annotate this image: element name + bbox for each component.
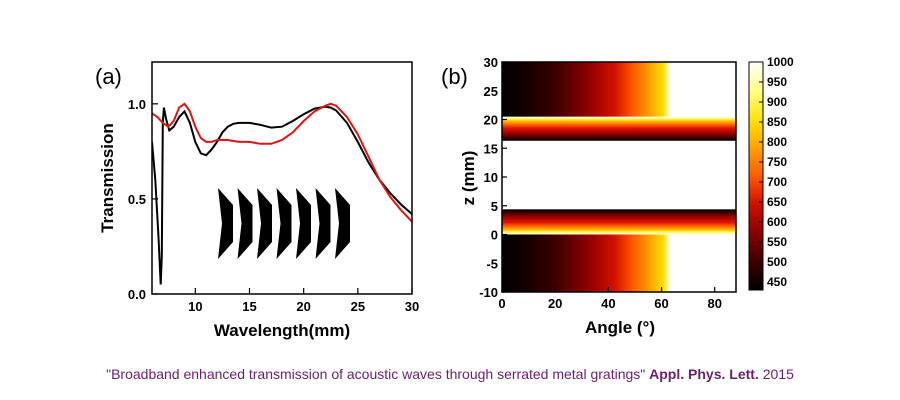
x-axis-a: 10 15 20 25 30 <box>188 288 419 314</box>
y-tick-label: 0.5 <box>128 192 146 207</box>
x-tick-label: 30 <box>405 299 419 314</box>
y-axis-a: 0.0 0.5 1.0 <box>128 97 158 302</box>
grating-tooth <box>237 188 253 259</box>
colorbar-tick-label: 950 <box>767 75 787 89</box>
y-tick-label: 0 <box>491 228 498 243</box>
publication-year: 2015 <box>762 366 794 382</box>
y-tick-label: -5 <box>486 256 498 271</box>
colorbar-ticks: 450 500 550 600 650 700 750 800 850 900 950 1000 <box>759 55 794 289</box>
x-tick-label: 10 <box>188 299 202 314</box>
y-tick-label: 1.0 <box>128 97 146 112</box>
colorbar-tick-label: 900 <box>767 95 787 109</box>
x-tick-label: 25 <box>351 299 365 314</box>
grating-tooth <box>335 188 350 259</box>
grating-inset <box>218 188 350 259</box>
paper-title: "Broadband enhanced transmission of acou… <box>106 366 646 382</box>
plot-frame-a <box>151 61 413 295</box>
x-tick-label: 20 <box>296 299 310 314</box>
colorbar-tick-label: 700 <box>767 175 787 189</box>
y-tick-label: 10 <box>484 170 498 185</box>
heatmap <box>502 62 736 292</box>
y-tick-label: -10 <box>479 285 498 300</box>
colorbar-tick-label: 750 <box>767 155 787 169</box>
x-axis-label-a: Wavelength(mm) <box>214 321 350 340</box>
grating-tooth <box>276 188 292 259</box>
x-tick-label: 15 <box>242 299 256 314</box>
grating-tooth <box>315 188 331 259</box>
heatmap-region <box>502 140 736 210</box>
heatmap-region <box>502 62 736 117</box>
series-red-line <box>152 102 412 223</box>
x-axis-b: 0 20 40 60 80 <box>498 287 722 311</box>
colorbar <box>748 61 764 291</box>
x-tick-label: 80 <box>707 296 721 311</box>
colorbar-tick-label: 800 <box>767 135 787 149</box>
y-tick-label: 5 <box>491 199 498 214</box>
y-axis-label-a: Transmission <box>98 123 117 233</box>
colorbar-tick-label: 650 <box>767 195 787 209</box>
y-tick-label: 30 <box>484 55 498 70</box>
citation-caption: "Broadband enhanced transmission of acou… <box>0 366 900 382</box>
heatmap-region <box>502 116 736 141</box>
heatmap-region <box>502 209 736 235</box>
colorbar-tick-label: 500 <box>767 255 787 269</box>
colorbar-tick-label: 450 <box>767 275 787 289</box>
colorbar-tick-label: 600 <box>767 215 787 229</box>
colorbar-tick-label: 850 <box>767 115 787 129</box>
panel-a-label: (a) <box>95 64 122 89</box>
y-tick-label: 15 <box>484 141 498 156</box>
grating-tooth <box>257 188 272 259</box>
grating-tooth <box>218 188 233 259</box>
series-black-line <box>152 105 412 285</box>
y-tick-label: 0.0 <box>128 287 146 302</box>
x-axis-label-b: Angle (°) <box>585 318 655 337</box>
y-tick-label: 25 <box>484 84 498 99</box>
panel-a: (a) 10 15 20 25 30 0.00.51.0 Wavelength(mm) … <box>95 61 419 340</box>
x-tick-label: 40 <box>601 296 615 311</box>
y-axis-b: -10 -5 0 5 10 15 20 25 30 <box>479 55 507 300</box>
heatmap-region <box>502 234 736 292</box>
x-tick-label: 0 <box>498 296 505 311</box>
colorbar-tick-label: 1000 <box>767 55 794 69</box>
y-tick-label: 20 <box>484 113 498 128</box>
grating-tooth <box>296 188 311 259</box>
colorbar-tick-label: 550 <box>767 235 787 249</box>
journal-name: Appl. Phys. Lett. <box>649 366 759 382</box>
figure: (a) 10 15 20 25 30 0.00.51.0 Wavelength(mm) … <box>95 55 794 340</box>
x-tick-label: 20 <box>548 296 562 311</box>
y-axis-label-b: z (mm) <box>459 151 478 206</box>
x-tick-label: 60 <box>654 296 668 311</box>
panel-b-label: (b) <box>441 64 468 89</box>
panel-b: (b) 0 20 40 60 80 -10 -5 0 5 10 15 20 25 30 z (mm) A… <box>441 55 794 337</box>
